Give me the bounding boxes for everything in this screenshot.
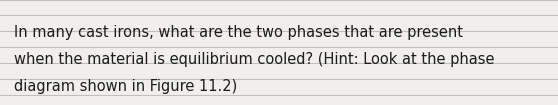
Text: when the material is equilibrium cooled? (Hint: Look at the phase: when the material is equilibrium cooled?… (14, 52, 494, 67)
Text: diagram shown in Figure 11.2): diagram shown in Figure 11.2) (14, 79, 237, 94)
Text: In many cast irons, what are the two phases that are present: In many cast irons, what are the two pha… (14, 25, 463, 40)
